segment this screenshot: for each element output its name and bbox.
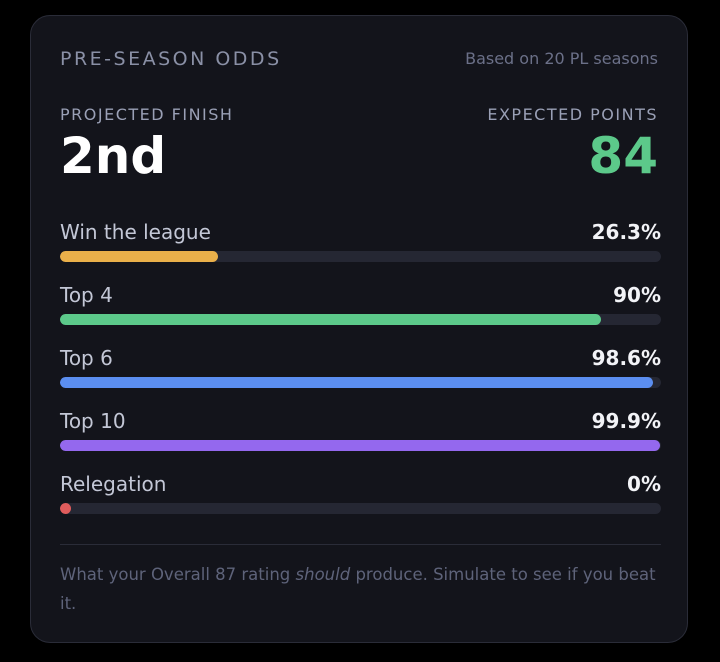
bar-track: [60, 503, 661, 514]
odds-percent: 98.6%: [591, 346, 661, 370]
points-value: 84: [588, 127, 658, 185]
finish-label: PROJECTED FINISH: [60, 105, 234, 124]
odds-row: Top 4 90%: [60, 283, 661, 339]
card-note: Based on 20 PL seasons: [465, 49, 658, 68]
points-label: EXPECTED POINTS: [487, 105, 658, 124]
bar: [60, 314, 601, 325]
odds-label: Top 10: [60, 409, 126, 433]
card-title: PRE-SEASON ODDS: [60, 48, 282, 70]
footer-text: What your Overall 87 rating should produ…: [60, 560, 660, 618]
odds-percent: 0%: [627, 472, 661, 496]
footer-text-part: What your Overall 87 rating: [60, 565, 296, 584]
odds-percent: 90%: [613, 283, 661, 307]
odds-percent: 99.9%: [591, 409, 661, 433]
bar: [60, 440, 661, 451]
bar: [60, 251, 219, 262]
odds-label: Relegation: [60, 472, 167, 496]
odds-label: Top 4: [60, 283, 113, 307]
bar-track: [60, 314, 661, 325]
odds-percent: 26.3%: [591, 220, 661, 244]
bar-track: [60, 377, 661, 388]
odds-label: Top 6: [60, 346, 113, 370]
divider: [60, 544, 661, 545]
odds-row: Relegation 0%: [60, 472, 661, 528]
odds-card: PRE-SEASON ODDS Based on 20 PL seasons P…: [30, 15, 688, 643]
footer-text-part: produce. Simulate to see if you beat it.: [60, 565, 656, 613]
odds-row: Top 6 98.6%: [60, 346, 661, 402]
odds-row: Win the league 26.3%: [60, 220, 661, 276]
bar-track: [60, 251, 661, 262]
bar: [60, 377, 653, 388]
odds-row: Top 10 99.9%: [60, 409, 661, 465]
odds-label: Win the league: [60, 220, 211, 244]
bar-track: [60, 440, 661, 451]
finish-value: 2nd: [60, 127, 167, 185]
bar: [60, 503, 71, 514]
footer-emphasis: should: [295, 565, 351, 584]
